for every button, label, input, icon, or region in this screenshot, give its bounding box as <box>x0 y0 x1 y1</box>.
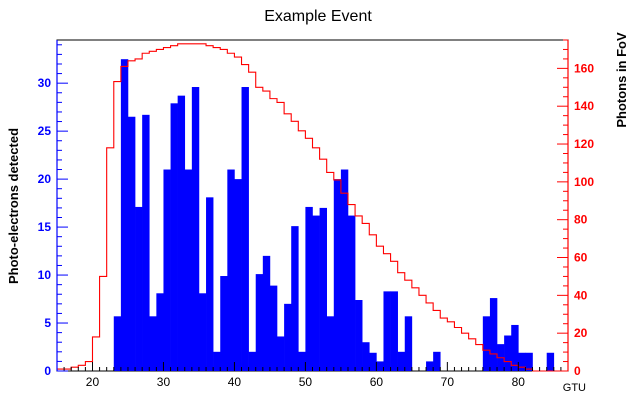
bar <box>191 87 200 371</box>
bar <box>525 352 533 371</box>
bar-series <box>113 59 555 372</box>
bar <box>142 114 150 371</box>
photon-step-series <box>57 43 568 372</box>
bar <box>184 169 193 371</box>
bar <box>546 352 555 371</box>
x-tick-label: 80 <box>512 375 526 389</box>
y-axis-left-label: Photo-electrons detected <box>6 128 21 284</box>
y-left-tick-label: 5 <box>44 316 51 330</box>
y-left-tick-label: 15 <box>38 220 52 234</box>
bar <box>127 116 136 371</box>
bar <box>198 293 207 371</box>
y-right-tick-label: 40 <box>574 288 588 302</box>
x-tick-label: 50 <box>299 375 313 389</box>
bar <box>213 351 221 371</box>
bar <box>255 274 264 371</box>
bar <box>262 255 271 371</box>
x-tick-label: 70 <box>441 375 455 389</box>
bar <box>156 293 164 371</box>
bar <box>390 291 398 371</box>
bar <box>426 361 434 371</box>
x-tick-label: 30 <box>157 375 171 389</box>
bar <box>277 336 285 371</box>
bar <box>241 87 249 371</box>
bar <box>355 300 363 371</box>
y-left-tick-label: 30 <box>38 76 52 90</box>
x-axis: 20 30 40 50 60 70 80 <box>56 362 569 389</box>
y-right-tick-label: 60 <box>574 251 588 265</box>
bar <box>135 206 143 371</box>
bar <box>284 303 292 371</box>
bar <box>248 351 257 371</box>
bar <box>383 291 391 371</box>
bar <box>340 169 349 371</box>
bar <box>511 324 519 371</box>
bar <box>518 352 526 371</box>
y-left-tick-label: 0 <box>44 364 51 378</box>
y-right-tick-label: 140 <box>574 99 594 113</box>
bar <box>269 285 278 371</box>
y-axis-right: 0 20 40 60 80 100 120 140 160 <box>557 39 594 378</box>
bar <box>362 342 370 371</box>
y-axis-right-label: Photons in FoV <box>614 32 629 128</box>
bar <box>369 352 377 371</box>
bar <box>326 316 335 371</box>
x-tick-label: 40 <box>228 375 242 389</box>
bar <box>234 179 242 371</box>
y-right-tick-label: 100 <box>574 175 594 189</box>
bar <box>489 298 498 371</box>
bar <box>305 206 313 371</box>
bar <box>170 103 178 371</box>
bar <box>347 215 356 371</box>
y-left-tick-label: 10 <box>38 268 52 282</box>
x-axis-label: GTU <box>563 382 586 394</box>
y-right-tick-label: 0 <box>574 364 581 378</box>
bar <box>220 276 228 371</box>
y-right-tick-label: 120 <box>574 137 594 151</box>
bar <box>312 215 320 371</box>
bar <box>177 95 186 372</box>
bar <box>482 316 491 371</box>
y-left-tick-label: 25 <box>38 124 52 138</box>
bar <box>504 335 512 371</box>
photon-step-line <box>57 43 568 372</box>
bar <box>163 169 171 371</box>
bar <box>149 316 157 371</box>
bar <box>433 351 441 371</box>
bar <box>298 351 306 371</box>
bar <box>206 197 214 371</box>
bar <box>333 179 342 371</box>
bar <box>120 59 129 371</box>
y-right-tick-label: 80 <box>574 213 588 227</box>
bar <box>113 316 122 371</box>
y-right-tick-label: 160 <box>574 61 594 75</box>
bar <box>397 351 406 371</box>
x-tick-label: 20 <box>86 375 100 389</box>
bar <box>376 361 384 371</box>
bar <box>227 169 235 371</box>
bar <box>291 226 299 371</box>
y-axis-left: 0 5 10 15 20 25 30 <box>38 40 68 378</box>
y-right-tick-label: 20 <box>574 326 588 340</box>
bar <box>404 316 413 371</box>
chart-title: Example Event <box>264 8 372 25</box>
y-left-tick-label: 20 <box>38 172 52 186</box>
x-tick-label: 60 <box>370 375 384 389</box>
bar <box>319 207 327 371</box>
